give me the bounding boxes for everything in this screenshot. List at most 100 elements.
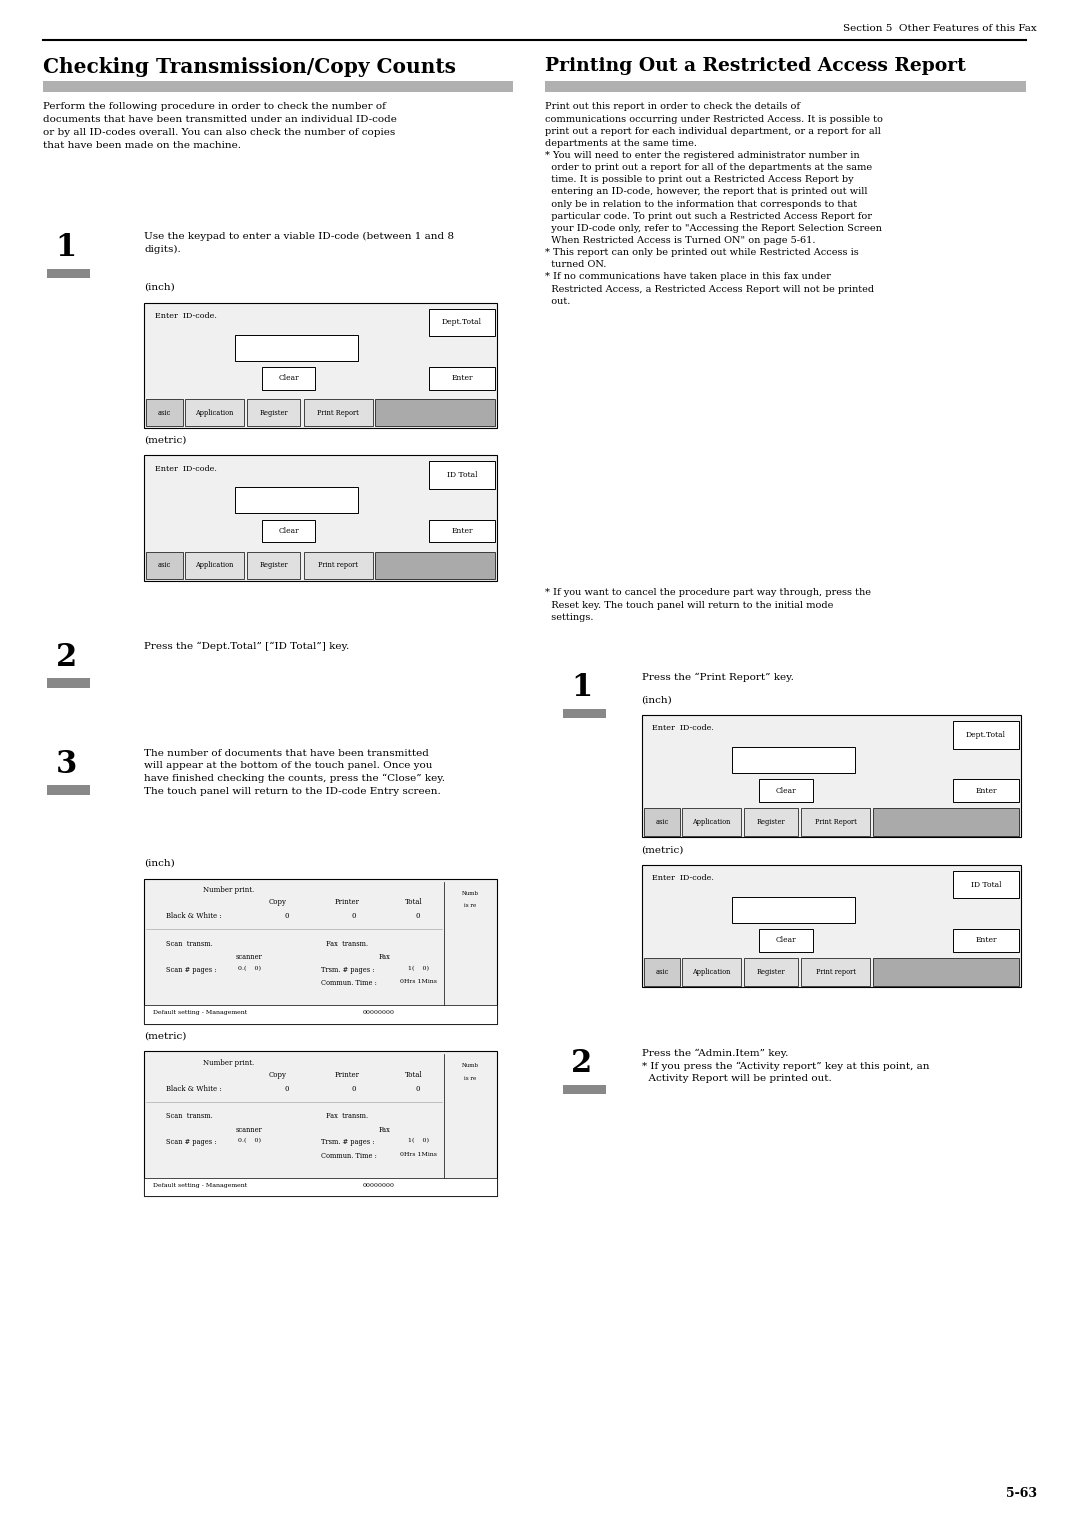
Text: Black & White :: Black & White : bbox=[165, 1085, 221, 1093]
FancyBboxPatch shape bbox=[953, 779, 1020, 802]
Text: (metric): (metric) bbox=[145, 435, 187, 445]
Text: Application: Application bbox=[195, 561, 233, 570]
Text: Print Report: Print Report bbox=[814, 817, 856, 827]
Text: Copy: Copy bbox=[269, 898, 287, 906]
Text: 0.(    0): 0.( 0) bbox=[238, 1138, 260, 1143]
Text: Copy: Copy bbox=[269, 1071, 287, 1079]
FancyBboxPatch shape bbox=[429, 520, 495, 542]
Text: Scan  transm.: Scan transm. bbox=[165, 1112, 213, 1120]
FancyBboxPatch shape bbox=[145, 1005, 497, 1024]
Text: (metric): (metric) bbox=[642, 845, 684, 854]
FancyBboxPatch shape bbox=[145, 879, 497, 1024]
Text: 2: 2 bbox=[56, 642, 77, 672]
Text: Section 5  Other Features of this Fax: Section 5 Other Features of this Fax bbox=[843, 24, 1037, 34]
Text: asic: asic bbox=[158, 408, 172, 417]
Text: Trsm. # pages :: Trsm. # pages : bbox=[321, 1138, 375, 1146]
Text: Dept.Total: Dept.Total bbox=[442, 318, 482, 327]
FancyBboxPatch shape bbox=[145, 303, 497, 428]
FancyBboxPatch shape bbox=[235, 487, 359, 513]
Text: Total: Total bbox=[405, 898, 422, 906]
Text: Register: Register bbox=[259, 561, 288, 570]
Text: Printer: Printer bbox=[335, 1071, 360, 1079]
Text: Checking Transmission/Copy Counts: Checking Transmission/Copy Counts bbox=[43, 57, 456, 76]
Text: Enter  ID-code.: Enter ID-code. bbox=[652, 874, 714, 882]
FancyBboxPatch shape bbox=[953, 721, 1020, 749]
Text: Enter  ID-code.: Enter ID-code. bbox=[156, 312, 217, 319]
FancyBboxPatch shape bbox=[545, 81, 1026, 92]
FancyBboxPatch shape bbox=[744, 808, 798, 836]
Text: Clear: Clear bbox=[775, 937, 796, 944]
Text: Press the “Print Report” key.: Press the “Print Report” key. bbox=[642, 672, 794, 681]
FancyBboxPatch shape bbox=[48, 269, 90, 278]
Text: asic: asic bbox=[656, 967, 669, 976]
FancyBboxPatch shape bbox=[247, 552, 300, 579]
FancyBboxPatch shape bbox=[732, 747, 855, 773]
FancyBboxPatch shape bbox=[303, 399, 374, 426]
Text: The number of documents that have been transmitted
will appear at the bottom of : The number of documents that have been t… bbox=[145, 749, 445, 796]
FancyBboxPatch shape bbox=[376, 552, 495, 579]
Text: Register: Register bbox=[757, 967, 785, 976]
FancyBboxPatch shape bbox=[801, 958, 870, 986]
Text: 5-63: 5-63 bbox=[1007, 1487, 1037, 1500]
Text: Number print.: Number print. bbox=[203, 886, 255, 894]
Text: 0: 0 bbox=[416, 912, 420, 920]
Text: Scan  transm.: Scan transm. bbox=[165, 940, 213, 947]
FancyBboxPatch shape bbox=[48, 678, 90, 688]
FancyBboxPatch shape bbox=[247, 399, 300, 426]
FancyBboxPatch shape bbox=[185, 552, 244, 579]
Text: Dept.Total: Dept.Total bbox=[966, 730, 1005, 740]
Text: Clear: Clear bbox=[775, 787, 796, 795]
Text: scanner: scanner bbox=[235, 1126, 262, 1134]
Text: Print out this report in order to check the details of
communications occurring : Print out this report in order to check … bbox=[545, 102, 883, 306]
Text: 0: 0 bbox=[352, 912, 356, 920]
Text: 0Hrs 1Mins: 0Hrs 1Mins bbox=[400, 979, 436, 984]
Text: 0.(    0): 0.( 0) bbox=[238, 966, 260, 970]
FancyBboxPatch shape bbox=[429, 309, 495, 336]
Text: 0: 0 bbox=[284, 1085, 288, 1093]
FancyBboxPatch shape bbox=[642, 715, 1021, 837]
FancyBboxPatch shape bbox=[43, 81, 513, 92]
Text: (metric): (metric) bbox=[145, 1031, 187, 1041]
Text: (inch): (inch) bbox=[145, 859, 175, 868]
Text: Scan # pages :: Scan # pages : bbox=[165, 1138, 216, 1146]
Text: 00000000: 00000000 bbox=[363, 1010, 395, 1015]
Text: 0: 0 bbox=[284, 912, 288, 920]
FancyBboxPatch shape bbox=[147, 399, 183, 426]
Text: Scan # pages :: Scan # pages : bbox=[165, 966, 216, 973]
Text: Default setting - Management: Default setting - Management bbox=[153, 1183, 247, 1187]
FancyBboxPatch shape bbox=[429, 461, 495, 489]
Text: Printing Out a Restricted Access Report: Printing Out a Restricted Access Report bbox=[545, 57, 967, 75]
Text: Enter: Enter bbox=[451, 527, 473, 535]
Text: Enter: Enter bbox=[451, 374, 473, 382]
Text: Number print.: Number print. bbox=[203, 1059, 255, 1067]
Text: Fax  transm.: Fax transm. bbox=[326, 1112, 368, 1120]
Text: 3: 3 bbox=[55, 749, 77, 779]
FancyBboxPatch shape bbox=[145, 1178, 497, 1196]
FancyBboxPatch shape bbox=[683, 808, 741, 836]
FancyBboxPatch shape bbox=[262, 367, 315, 390]
Text: Enter  ID-code.: Enter ID-code. bbox=[652, 724, 714, 732]
Text: Press the “Dept.Total” [“ID Total”] key.: Press the “Dept.Total” [“ID Total”] key. bbox=[145, 642, 350, 651]
Text: (inch): (inch) bbox=[642, 695, 673, 704]
Text: Enter  ID-code.: Enter ID-code. bbox=[156, 465, 217, 472]
FancyBboxPatch shape bbox=[564, 1085, 606, 1094]
Text: ID Total: ID Total bbox=[447, 471, 477, 480]
FancyBboxPatch shape bbox=[873, 958, 1020, 986]
FancyBboxPatch shape bbox=[145, 1051, 497, 1196]
Text: Clear: Clear bbox=[279, 527, 299, 535]
Text: Total: Total bbox=[405, 1071, 422, 1079]
Text: Fax  transm.: Fax transm. bbox=[326, 940, 368, 947]
Text: Numb: Numb bbox=[462, 891, 478, 895]
Text: asic: asic bbox=[656, 817, 669, 827]
Text: Fax: Fax bbox=[379, 953, 391, 961]
Text: Enter: Enter bbox=[975, 787, 997, 795]
Text: ID Total: ID Total bbox=[971, 880, 1001, 889]
Text: Clear: Clear bbox=[279, 374, 299, 382]
Text: Register: Register bbox=[757, 817, 785, 827]
FancyBboxPatch shape bbox=[644, 958, 680, 986]
FancyBboxPatch shape bbox=[759, 929, 812, 952]
Text: (inch): (inch) bbox=[145, 283, 175, 292]
FancyBboxPatch shape bbox=[429, 367, 495, 390]
Text: Numb: Numb bbox=[462, 1063, 478, 1068]
Text: Print report: Print report bbox=[815, 967, 855, 976]
